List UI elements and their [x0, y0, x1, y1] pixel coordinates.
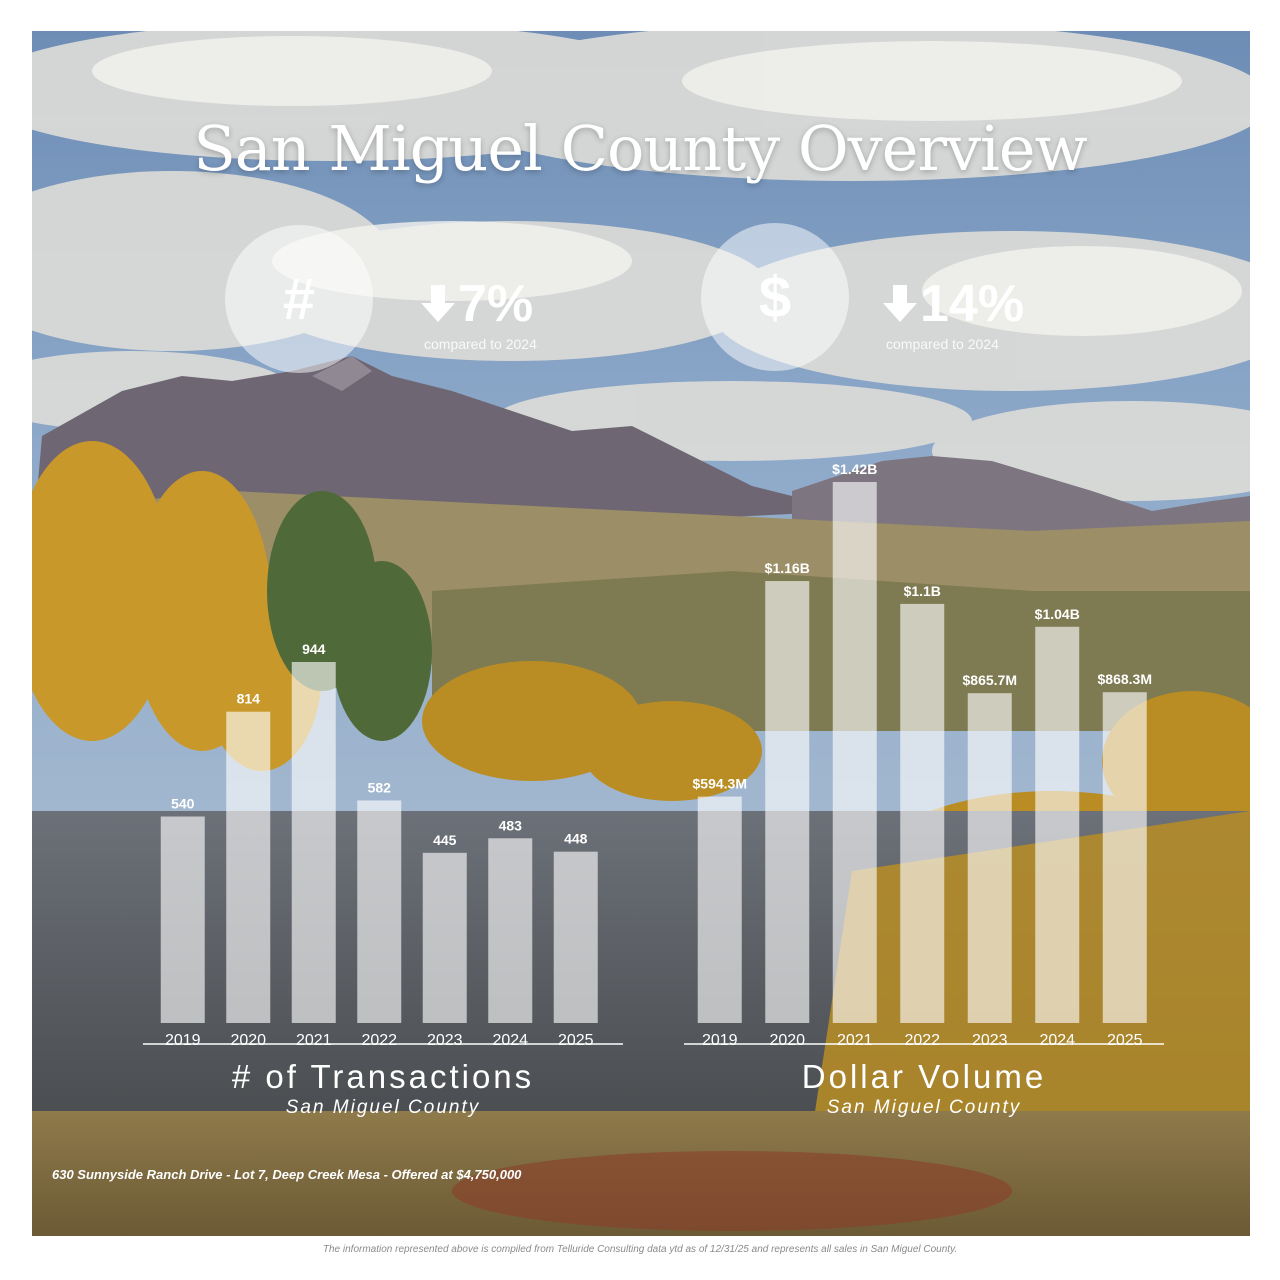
transactions-value-label-2021: 944	[302, 641, 326, 657]
transactions-year-label-2021: 2021	[296, 1032, 332, 1049]
dollar-volume-year-label-2019: 2019	[702, 1032, 738, 1049]
dollar-volume-value-label-2025: $868.3M	[1098, 671, 1152, 687]
dollar-volume-value-label-2024: $1.04B	[1035, 606, 1080, 622]
transactions-change-value: 7%	[458, 275, 534, 333]
down-arrow-icon	[883, 285, 917, 322]
transactions-bar-chart: 540 2019 814 2020 944 2021 582 2022 445 2023 483 20…	[160, 641, 598, 1049]
transactions-value-label-2019: 540	[171, 795, 195, 811]
dollar-volume-value-label-2023: $865.7M	[963, 672, 1017, 688]
transactions-bar-2020	[226, 711, 271, 1023]
transactions-value-label-2025: 448	[564, 831, 588, 847]
dollar-volume-bar-2022	[900, 603, 945, 1023]
volume-change-stat: 14% compared to 2024	[882, 278, 1024, 352]
dollar-volume-year-label-2025: 2025	[1107, 1032, 1143, 1049]
down-arrow-icon	[421, 285, 455, 322]
transactions-value-label-2024: 483	[499, 817, 523, 833]
dollar-volume-bar-2024	[1035, 626, 1080, 1023]
dollar-volume-value-label-2021: $1.42B	[832, 461, 877, 477]
transactions-chart: 540 2019 814 2020 944 2021 582 2022 445 2023 483 20…	[150, 430, 620, 1060]
transactions-year-label-2024: 2024	[492, 1032, 528, 1049]
dollar-icon: $	[701, 223, 849, 371]
page-title: San Miguel County Overview	[193, 112, 1087, 185]
transactions-bar-2022	[357, 800, 402, 1023]
transactions-year-label-2020: 2020	[230, 1032, 266, 1049]
dollar-volume-year-label-2022: 2022	[904, 1032, 940, 1049]
dollar-volume-bar-2019	[697, 796, 742, 1023]
dollar-volume-chart-title: Dollar Volume	[801, 1058, 1047, 1095]
dollar-volume-year-label-2021: 2021	[837, 1032, 873, 1049]
transactions-bar-2019	[160, 816, 205, 1023]
dollar-volume-bar-2025	[1102, 692, 1147, 1023]
transactions-year-label-2025: 2025	[558, 1032, 594, 1049]
dollar-volume-bar-2021	[832, 482, 877, 1023]
dollar-volume-chart-subtitle: San Miguel County	[826, 1097, 1022, 1118]
transactions-chart-title: # of Transactions	[231, 1058, 535, 1095]
transactions-bar-2021	[291, 662, 336, 1023]
transactions-bar-2024	[488, 838, 533, 1023]
dollar-volume-year-label-2020: 2020	[769, 1032, 805, 1049]
transactions-value-label-2020: 814	[237, 691, 261, 707]
transactions-year-label-2023: 2023	[427, 1032, 463, 1049]
dollar-volume-year-label-2023: 2023	[972, 1032, 1008, 1049]
transactions-change-stat: 7% compared to 2024	[420, 278, 537, 352]
dollar-volume-bar-2023	[967, 693, 1012, 1023]
transactions-change-caption: compared to 2024	[424, 336, 537, 352]
dollar-volume-bar-chart: $594.3M 2019 $1.16B 2020 $1.42B 2021 $1.1B 2022…	[693, 461, 1152, 1049]
dollar-volume-value-label-2019: $594.3M	[693, 776, 747, 792]
dollar-volume-value-label-2022: $1.1B	[904, 583, 941, 599]
transactions-year-label-2019: 2019	[165, 1032, 201, 1049]
transactions-value-label-2023: 445	[433, 832, 457, 848]
transactions-bar-2025	[553, 851, 598, 1023]
transactions-year-label-2022: 2022	[361, 1032, 397, 1049]
dollar-volume-value-label-2020: $1.16B	[765, 560, 810, 576]
listing-caption: 630 Sunnyside Ranch Drive - Lot 7, Deep …	[52, 1167, 522, 1182]
footnote: The information represented above is com…	[322, 1244, 958, 1255]
volume-change-caption: compared to 2024	[886, 336, 999, 352]
dollar-volume-bar-2020	[765, 581, 810, 1023]
transactions-value-label-2022: 582	[368, 779, 392, 795]
hash-icon: #	[225, 225, 373, 373]
dollar-volume-chart: $594.3M 2019 $1.16B 2020 $1.42B 2021 $1.1B 2022…	[686, 430, 1162, 1060]
volume-change-value: 14%	[920, 275, 1025, 333]
transactions-bar-2023	[422, 852, 467, 1023]
dollar-volume-divider	[684, 1043, 1164, 1045]
transactions-divider	[143, 1043, 623, 1045]
dollar-volume-year-label-2024: 2024	[1039, 1032, 1075, 1049]
transactions-chart-subtitle: San Miguel County	[285, 1097, 481, 1118]
